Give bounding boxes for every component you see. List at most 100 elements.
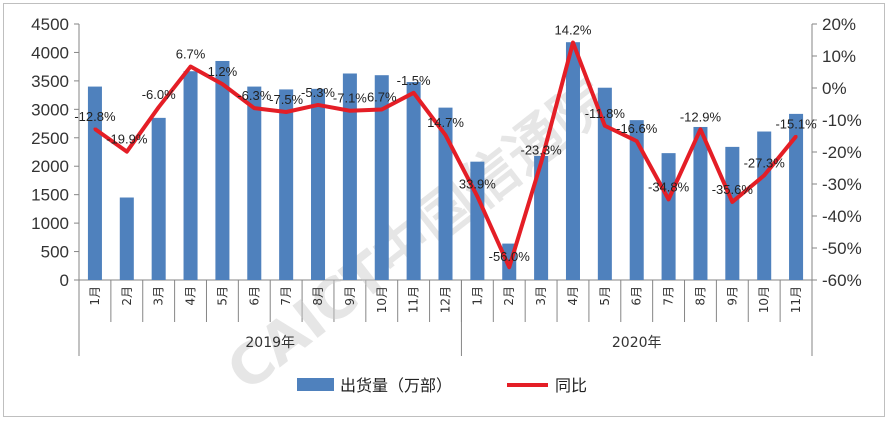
data-label: -19.9% xyxy=(106,132,148,147)
category-label: 5月 xyxy=(215,286,229,306)
line-point xyxy=(220,82,224,86)
line-point xyxy=(380,107,384,111)
left-tick-label: 2000 xyxy=(31,157,69,176)
line-point xyxy=(252,106,256,110)
category-label: 2月 xyxy=(502,286,516,306)
line-point xyxy=(635,139,639,143)
line-point xyxy=(157,105,161,109)
right-tick-label: -60% xyxy=(822,271,862,290)
line-point xyxy=(444,133,447,137)
line-point xyxy=(125,150,129,154)
data-label: -23.3% xyxy=(521,143,563,158)
bar xyxy=(151,117,166,280)
right-tick-label: -10% xyxy=(822,111,862,130)
line-point xyxy=(348,109,352,113)
data-labels: -12.8%-19.9%-6.0%6.7%1.2%-6.3%-7.5%-5.3%… xyxy=(74,23,817,265)
bar-series xyxy=(87,42,804,281)
legend-line-label: 同比 xyxy=(555,376,587,395)
category-label: 1月 xyxy=(88,286,102,306)
axes-layer xyxy=(74,23,817,356)
category-label: 4月 xyxy=(184,286,198,306)
right-tick-label: -30% xyxy=(822,175,862,194)
data-label: -34.8% xyxy=(648,179,690,194)
right-tick-label: 20% xyxy=(822,15,856,34)
line-point xyxy=(571,41,575,45)
right-tick-label: -20% xyxy=(822,143,862,162)
data-label: -1.5% xyxy=(397,73,431,88)
data-label: 33.9% xyxy=(459,176,496,191)
bar xyxy=(789,113,804,280)
data-label: -15.1% xyxy=(775,116,817,131)
data-label: 14.2% xyxy=(555,23,592,38)
axis-labels: 0 500 1000 1500 2000 2500 3000 3500 4000 4500 -60%… xyxy=(31,15,862,351)
category-label: 10月 xyxy=(757,286,771,313)
right-tick-label: 10% xyxy=(822,47,856,66)
category-label: 6月 xyxy=(247,286,261,306)
category-label: 7月 xyxy=(662,286,676,306)
category-label: 9月 xyxy=(725,286,739,306)
bar xyxy=(215,60,230,280)
line-point xyxy=(667,197,671,201)
bar xyxy=(693,126,708,280)
bar xyxy=(374,75,389,280)
legend-bar-label: 出货量（万部） xyxy=(340,376,452,395)
line-point xyxy=(475,194,479,198)
line-point xyxy=(507,265,511,269)
left-tick-label: 1500 xyxy=(31,186,69,205)
line-point xyxy=(284,110,288,114)
bar xyxy=(342,73,357,280)
left-tick-label: 500 xyxy=(41,243,69,262)
line-point xyxy=(603,124,607,128)
line-point xyxy=(539,161,543,165)
data-label: -12.8% xyxy=(74,109,116,124)
data-label: -12.9% xyxy=(680,109,722,124)
bar xyxy=(311,88,326,280)
bar xyxy=(438,107,453,280)
bar xyxy=(279,89,294,280)
bar xyxy=(183,71,198,281)
bar xyxy=(757,131,772,280)
line-point xyxy=(189,65,193,69)
category-label: 3月 xyxy=(534,286,548,306)
category-label: 4月 xyxy=(566,286,580,306)
data-label: 1.2% xyxy=(208,64,238,79)
bar xyxy=(597,87,612,281)
left-tick-label: 2500 xyxy=(31,129,69,148)
bar xyxy=(247,86,262,280)
data-label: -6.0% xyxy=(142,87,176,102)
data-label: -27.3% xyxy=(744,155,786,170)
line-point xyxy=(316,103,320,107)
line-series xyxy=(93,40,798,270)
data-label: 6.7% xyxy=(176,47,206,62)
left-tick-label: 4000 xyxy=(31,43,69,62)
bar xyxy=(534,155,549,280)
left-tick-label: 4500 xyxy=(31,15,69,34)
category-label: 10月 xyxy=(375,286,389,313)
bar xyxy=(565,42,580,281)
data-label: -56.0% xyxy=(489,249,531,264)
left-tick-label: 0 xyxy=(60,271,69,290)
category-label: 6月 xyxy=(630,286,644,306)
category-label: 12月 xyxy=(439,286,453,313)
data-label: 6.7% xyxy=(367,89,397,104)
legend-bar-swatch xyxy=(297,378,334,391)
line-point xyxy=(93,127,97,131)
data-label: -35.6% xyxy=(712,182,754,197)
category-label: 8月 xyxy=(693,286,707,306)
bar xyxy=(119,197,134,280)
left-tick-label: 3000 xyxy=(31,100,69,119)
data-label: 14.7% xyxy=(427,115,464,130)
data-label: -6.3% xyxy=(237,88,271,103)
data-label: -5.3% xyxy=(301,85,335,100)
legend: 出货量（万部） 同比 xyxy=(297,376,587,395)
category-label: 2月 xyxy=(120,286,134,306)
category-label: 7月 xyxy=(279,286,293,306)
line-point xyxy=(412,91,416,95)
bar xyxy=(629,120,644,281)
line-point xyxy=(730,200,734,204)
data-label: -7.5% xyxy=(269,92,303,107)
right-tick-label: -50% xyxy=(822,239,862,258)
data-label: -16.6% xyxy=(616,121,658,136)
category-label: 8月 xyxy=(311,286,325,306)
